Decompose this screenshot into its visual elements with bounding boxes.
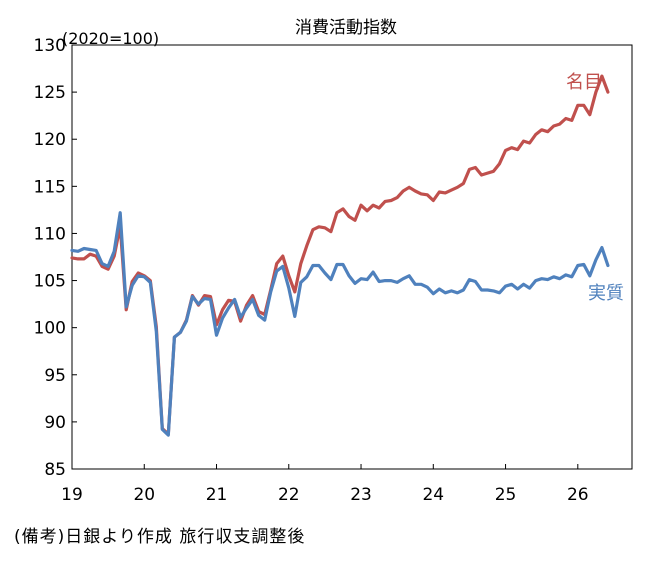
x-tick-label: 24 xyxy=(422,485,444,505)
axes: 85 90 95 100 105 110 115 120 125 130 19 20 21 22 23 24 2… xyxy=(34,36,633,505)
x-tick-label: 23 xyxy=(350,485,372,505)
y-tick-label: 130 xyxy=(34,36,66,56)
y-tick-label: 85 xyxy=(44,460,66,480)
series-line-nominal xyxy=(70,74,610,436)
y-tick-label: 115 xyxy=(34,177,66,197)
x-tick-label: 25 xyxy=(495,485,517,505)
x-tick-label: 22 xyxy=(278,485,300,505)
y-tick-label: 105 xyxy=(34,272,66,292)
series-line-real xyxy=(70,211,610,437)
y-tick-label: 100 xyxy=(34,319,66,339)
y-tick-label: 110 xyxy=(34,224,66,244)
source-note: (備考)日銀より作成 旅行収支調整後 xyxy=(14,527,306,547)
chart-title: 消費活動指数 xyxy=(295,18,397,38)
x-tick-label: 26 xyxy=(567,485,589,505)
y-tick-label: 95 xyxy=(44,366,66,386)
x-tick-label: 19 xyxy=(61,485,83,505)
y-tick-label: 125 xyxy=(34,83,66,103)
plot-frame xyxy=(71,44,633,470)
series-label-real: 実質 xyxy=(588,283,624,304)
series-label-nominal: 名目 xyxy=(566,72,602,93)
x-tick-label: 21 xyxy=(206,485,228,505)
unit-label: (2020=100) xyxy=(62,29,159,48)
y-tick-label: 120 xyxy=(34,130,66,150)
y-tick-label: 90 xyxy=(44,413,66,433)
x-tick-label: 20 xyxy=(133,485,155,505)
